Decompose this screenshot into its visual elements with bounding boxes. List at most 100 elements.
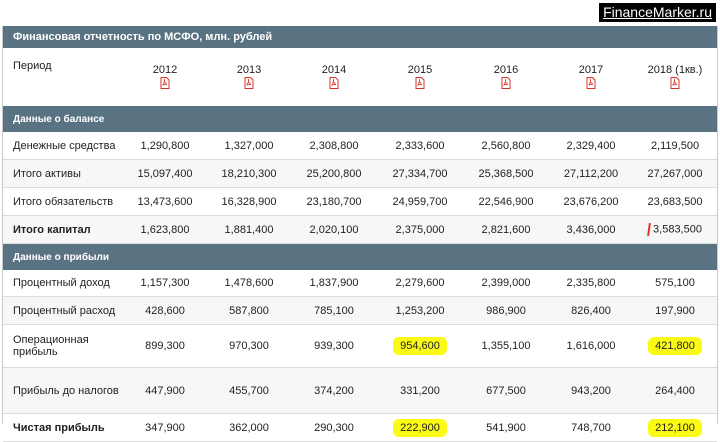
- row-label: Итого активы: [3, 159, 123, 188]
- table-cell: 575,100: [633, 270, 717, 297]
- table-cell: 25,368,500: [463, 159, 549, 188]
- table-cell: 2,308,800: [291, 132, 377, 160]
- year-cell-2015[interactable]: 2015: [377, 48, 463, 106]
- pdf-icon[interactable]: [501, 76, 511, 89]
- year-cell-2013[interactable]: 2013: [207, 48, 291, 106]
- table-cell: 1,881,400: [207, 215, 291, 244]
- table-cell: 374,200: [291, 367, 377, 414]
- table-cell: 2,375,000: [377, 215, 463, 244]
- row-label: Денежные средства: [3, 132, 123, 160]
- red-pen-mark: [647, 222, 651, 237]
- table-cell: 943,200: [549, 367, 633, 414]
- table-cell: 331,200: [377, 367, 463, 414]
- year-label: 2013: [236, 63, 262, 76]
- pdf-icon[interactable]: [586, 76, 596, 89]
- panel-title: Финансовая отчетность по МСФО, млн. рубл…: [3, 26, 717, 48]
- table-row: Итого обязательств 13,473,600 16,328,900…: [3, 187, 717, 216]
- highlighted-value: 421,800: [648, 337, 702, 355]
- year-cell-2012[interactable]: 2012: [123, 48, 207, 106]
- table-cell: 22,546,900: [463, 187, 549, 216]
- table-cell: 1,327,000: [207, 132, 291, 160]
- row-label: Итого обязательств: [3, 187, 123, 216]
- table-cell: 2,560,800: [463, 132, 549, 160]
- pdf-icon[interactable]: [670, 76, 680, 89]
- year-label: 2018 (1кв.): [647, 63, 703, 76]
- highlighted-value: 222,900: [393, 418, 447, 437]
- row-label: Чистая прибыль: [3, 413, 123, 442]
- table-cell: 212,100: [633, 413, 717, 442]
- table-cell: 264,400: [633, 367, 717, 414]
- table-cell: 290,300: [291, 413, 377, 442]
- pdf-icon[interactable]: [415, 76, 425, 89]
- row-label: Процентный доход: [3, 270, 123, 297]
- year-cell-2016[interactable]: 2016: [463, 48, 549, 106]
- period-label: Период: [13, 60, 52, 72]
- pdf-icon[interactable]: [244, 76, 254, 89]
- table-cell: 16,328,900: [207, 187, 291, 216]
- table-row: Процентный расход 428,600 587,800 785,10…: [3, 296, 717, 325]
- table-cell: 3,583,500: [633, 215, 717, 244]
- highlighted-value: 212,100: [648, 418, 702, 437]
- table-cell: 23,180,700: [291, 187, 377, 216]
- table-cell: 27,112,200: [549, 159, 633, 188]
- year-cell-2018-q1[interactable]: 2018 (1кв.): [633, 48, 717, 106]
- pdf-icon[interactable]: [329, 76, 339, 89]
- table-cell: 2,821,600: [463, 215, 549, 244]
- row-label: Операционная прибыль: [3, 324, 123, 368]
- table-cell: 25,200,800: [291, 159, 377, 188]
- year-label: 2014: [321, 63, 347, 76]
- table-cell: 1,478,600: [207, 270, 291, 297]
- table-cell: 23,676,200: [549, 187, 633, 216]
- year-cell-2017[interactable]: 2017: [549, 48, 633, 106]
- row-label: Процентный расход: [3, 296, 123, 325]
- table-cell: 2,333,600: [377, 132, 463, 160]
- section-title: Данные о балансе: [3, 106, 717, 132]
- table-cell: 1,157,300: [123, 270, 207, 297]
- table-row: Процентный доход 1,157,300 1,478,600 1,8…: [3, 270, 717, 297]
- table-cell: 1,616,000: [549, 324, 633, 368]
- table-cell: 1,623,800: [123, 215, 207, 244]
- table-row: Итого активы 15,097,400 18,210,300 25,20…: [3, 159, 717, 188]
- table-cell: 677,500: [463, 367, 549, 414]
- table-cell: 222,900: [377, 413, 463, 442]
- year-label: 2016: [493, 63, 519, 76]
- financial-statements-panel: Финансовая отчетность по МСФО, млн. рубл…: [2, 26, 718, 442]
- table-cell: 899,300: [123, 324, 207, 368]
- row-label: Прибыль до налогов: [3, 367, 123, 414]
- table-cell: 986,900: [463, 296, 549, 325]
- table-cell: 2,329,400: [549, 132, 633, 160]
- table-cell: 954,600: [377, 324, 463, 368]
- table-cell: 421,800: [633, 324, 717, 368]
- table-cell: 2,119,500: [633, 132, 717, 160]
- table-cell: 2,279,600: [377, 270, 463, 297]
- table-cell: 18,210,300: [207, 159, 291, 188]
- table-cell: 428,600: [123, 296, 207, 325]
- pdf-icon[interactable]: [160, 76, 170, 89]
- table-cell: 23,683,500: [633, 187, 717, 216]
- table-cell: 826,400: [549, 296, 633, 325]
- table-cell: 970,300: [207, 324, 291, 368]
- year-cell-2014[interactable]: 2014: [291, 48, 377, 106]
- year-label: 2017: [578, 63, 604, 76]
- table-cell: 1,837,900: [291, 270, 377, 297]
- table-cell: 3,436,000: [549, 215, 633, 244]
- table-cell-value: 3,583,500: [653, 223, 702, 236]
- table-cell: 748,700: [549, 413, 633, 442]
- row-label: Итого капитал: [3, 215, 123, 244]
- table-cell: 455,700: [207, 367, 291, 414]
- table-row: Прибыль до налогов 447,900 455,700 374,2…: [3, 367, 717, 414]
- section-header-balance: Данные о балансе: [3, 106, 717, 132]
- section-header-income: Данные о прибыли: [3, 243, 717, 270]
- table-cell: 27,334,700: [377, 159, 463, 188]
- highlighted-value: 954,600: [393, 337, 447, 355]
- table-cell: 2,335,800: [549, 270, 633, 297]
- table-cell: 27,267,000: [633, 159, 717, 188]
- table-row: Чистая прибыль 347,900 362,000 290,300 2…: [3, 413, 717, 442]
- table-cell: 785,100: [291, 296, 377, 325]
- table-cell: 15,097,400: [123, 159, 207, 188]
- watermark-text: FinanceMarker.ru: [599, 3, 716, 22]
- table-cell: 13,473,600: [123, 187, 207, 216]
- table-cell: 362,000: [207, 413, 291, 442]
- table-row: Денежные средства 1,290,800 1,327,000 2,…: [3, 132, 717, 160]
- table-row: Итого капитал 1,623,800 1,881,400 2,020,…: [3, 215, 717, 244]
